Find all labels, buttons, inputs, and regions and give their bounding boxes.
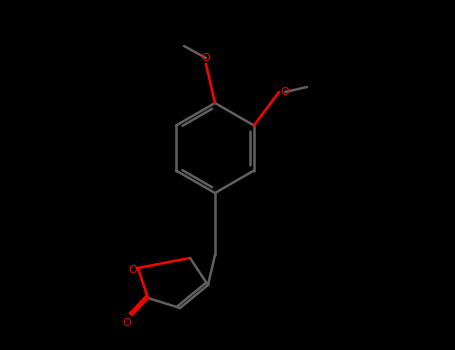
Text: O: O: [123, 318, 131, 328]
Text: O: O: [129, 265, 137, 275]
Text: O: O: [281, 87, 289, 97]
Text: O: O: [202, 53, 210, 63]
